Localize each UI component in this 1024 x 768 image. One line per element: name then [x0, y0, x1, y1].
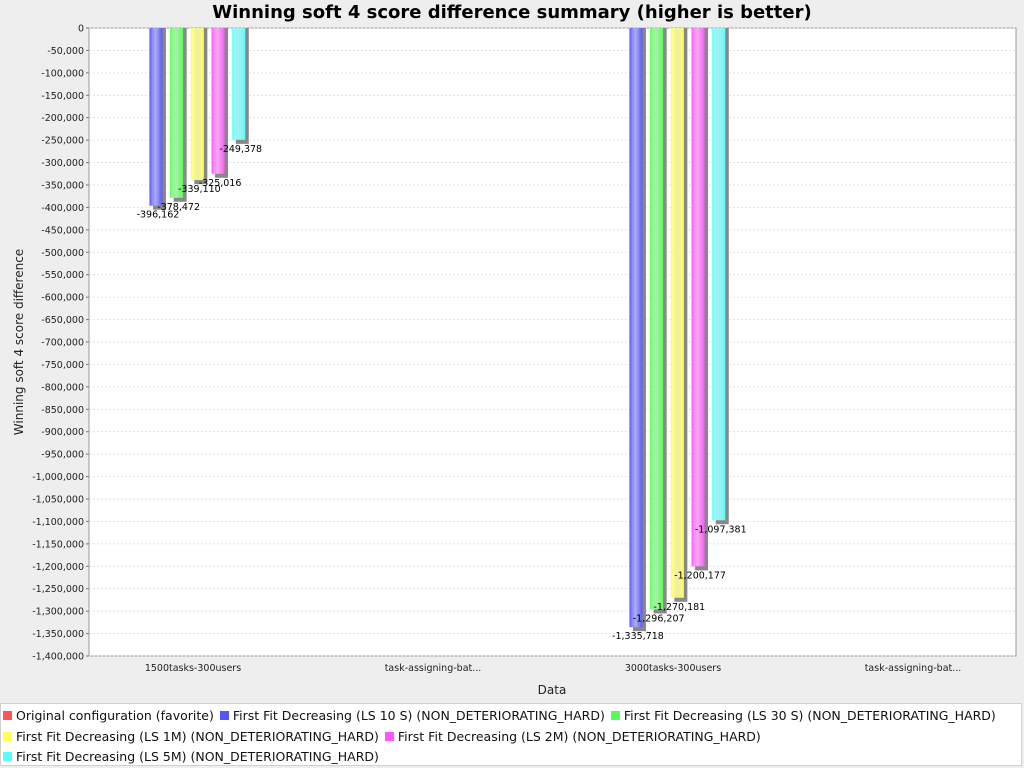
y-tick-label: -950,000	[41, 450, 84, 461]
bar	[170, 28, 184, 198]
y-tick-label: -1,250,000	[32, 584, 84, 595]
y-tick-label: -200,000	[41, 113, 84, 124]
y-tick-label: -850,000	[41, 405, 84, 416]
bar	[232, 28, 246, 140]
legend-swatch	[610, 711, 620, 720]
y-tick-label: -650,000	[41, 315, 84, 326]
data-label: -378,472	[157, 202, 200, 213]
y-tick-label: -500,000	[41, 248, 84, 259]
chart-title: Winning soft 4 score difference summary …	[212, 2, 811, 23]
legend-item: First Fit Decreasing (LS 2M) (NON_DETERI…	[384, 727, 761, 748]
bar	[670, 28, 684, 598]
y-tick-label: -450,000	[41, 225, 84, 236]
y-tick-label: -1,350,000	[32, 629, 84, 640]
y-tick-label: -1,000,000	[32, 472, 84, 483]
legend-item: First Fit Decreasing (LS 5M) (NON_DETERI…	[3, 747, 379, 768]
legend-swatch	[3, 711, 12, 720]
data-label: -396,162	[137, 210, 180, 221]
bar	[712, 28, 726, 521]
y-tick-label: -1,050,000	[32, 495, 84, 506]
y-tick-label: -300,000	[41, 158, 84, 169]
y-axis: 0 -50,000 -100,000 -150,000 -200,000 -250,000…	[32, 24, 89, 663]
bar	[650, 28, 664, 610]
grid-lines	[89, 27, 1016, 657]
legend-label: First Fit Decreasing (LS 1M) (NON_DETERI…	[16, 728, 379, 744]
x-category-label: task-assigning-bat...	[865, 663, 962, 674]
legend-item: First Fit Decreasing (LS 30 S) (NON_DETE…	[610, 706, 996, 727]
y-tick-label: -900,000	[41, 427, 84, 438]
y-axis-label: Winning soft 4 score difference	[12, 249, 26, 435]
legend-swatch	[219, 711, 229, 720]
bar	[691, 28, 705, 567]
data-label: -1,200,177	[674, 570, 726, 581]
x-axis: 1500tasks-300users task-assigning-bat... 3…	[145, 663, 961, 674]
data-label: -1,296,207	[633, 613, 685, 624]
legend-label: First Fit Decreasing (LS 5M) (NON_DETERI…	[16, 749, 379, 764]
y-tick-label: -800,000	[41, 382, 84, 393]
bar	[190, 28, 204, 181]
legend-swatch	[3, 752, 12, 761]
y-tick-label: 0	[78, 24, 84, 35]
y-tick-label: -1,300,000	[32, 607, 84, 618]
x-axis-label: Data	[538, 683, 567, 697]
y-tick-label: -750,000	[41, 360, 84, 371]
y-tick-label: -50,000	[47, 46, 84, 57]
y-tick-label: -100,000	[41, 68, 84, 79]
legend-item: Original configuration (favorite)	[3, 706, 214, 727]
chart: Winning soft 4 score difference summary …	[12, 2, 1017, 697]
y-tick-label: -250,000	[41, 136, 84, 147]
legend-swatch	[384, 731, 394, 741]
legend-label: Original configuration (favorite)	[16, 708, 214, 723]
legend-label: First Fit Decreasing (LS 10 S) (NON_DETE…	[232, 708, 605, 723]
data-label: -1,335,718	[612, 631, 664, 642]
data-label: -325,016	[199, 178, 242, 189]
y-tick-label: -600,000	[41, 293, 84, 304]
data-label: -339,110	[178, 184, 221, 195]
y-tick-label: -1,200,000	[32, 562, 84, 573]
y-tick-label: -700,000	[41, 338, 84, 349]
bar	[211, 28, 225, 174]
legend-label: First Fit Decreasing (LS 2M) (NON_DETERI…	[397, 728, 761, 744]
x-category-label: 3000tasks-300users	[625, 663, 721, 674]
legend-label: First Fit Decreasing (LS 30 S) (NON_DETE…	[623, 708, 996, 723]
data-label: -249,378	[219, 144, 262, 155]
legend: Original configuration (favorite) First F…	[0, 703, 1022, 766]
y-tick-label: -350,000	[41, 181, 84, 192]
legend-swatch	[3, 731, 12, 741]
y-tick-label: -1,150,000	[32, 539, 84, 550]
legend-item: First Fit Decreasing (LS 10 S) (NON_DETE…	[219, 706, 605, 727]
y-tick-label: -550,000	[41, 270, 84, 281]
bar	[629, 28, 643, 628]
y-tick-label: -400,000	[41, 203, 84, 214]
data-labels: -396,162-378,472 -339,110-325,016 -249,378…	[137, 144, 747, 642]
bar	[149, 28, 163, 206]
data-label: -1,097,381	[695, 524, 747, 535]
y-tick-label: -1,100,000	[32, 517, 84, 528]
x-category-label: task-assigning-bat...	[385, 663, 482, 674]
y-tick-label: -1,400,000	[32, 652, 84, 663]
x-category-label: 1500tasks-300users	[145, 663, 241, 674]
y-tick-label: -150,000	[41, 91, 84, 102]
data-label: -1,270,181	[653, 602, 705, 613]
bars	[149, 28, 729, 632]
legend-item: First Fit Decreasing (LS 1M) (NON_DETERI…	[3, 727, 379, 748]
